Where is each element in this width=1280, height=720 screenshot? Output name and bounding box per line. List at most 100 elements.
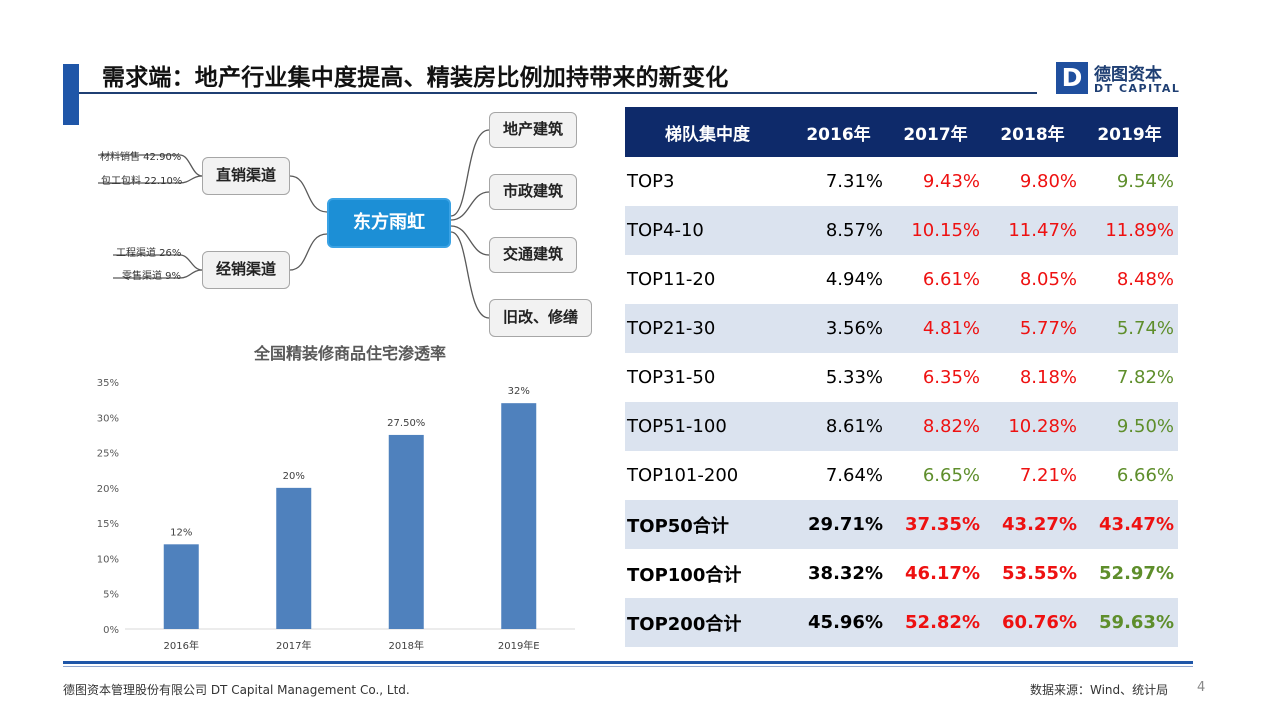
table-cell: 10.28% — [984, 402, 1081, 451]
table-row: TOP31-50 5.33% 6.35% 8.18% 7.82% — [625, 353, 1178, 402]
x-tick-label: 2017年 — [276, 639, 311, 652]
table-cell: 5.33% — [825, 367, 883, 388]
x-tick-label: 2016年 — [164, 639, 199, 652]
table-row: TOP4-10 8.57% 10.15% 11.47% 11.89% — [625, 206, 1178, 255]
table-header-cell: 2016年 — [790, 107, 887, 157]
table-cell: 53.55% — [1002, 563, 1077, 584]
table-cell: 6.35% — [922, 367, 980, 388]
data-label: 20% — [283, 471, 305, 482]
table-cell: 46.17% — [905, 563, 980, 584]
table-cell: 5.77% — [984, 304, 1081, 353]
table-cell: 8.82% — [887, 402, 984, 451]
table-row: TOP100合计 38.32% 46.17% 53.55% 52.97% — [625, 549, 1178, 598]
title-accent-bar — [63, 64, 79, 125]
mindmap: 东方雨虹 直销渠道 经销渠道 材料销售 42.90% 包工包料 22.10% 工… — [0, 0, 640, 340]
mindmap-node-municipal: 市政建筑 — [489, 174, 577, 210]
table-cell: 9.80% — [1019, 171, 1077, 192]
logo-en-text: DT CAPITAL — [1094, 82, 1181, 95]
mindmap-node-distribution: 经销渠道 — [202, 251, 290, 289]
logo-cn-text: 德图资本 — [1094, 65, 1162, 85]
table-header-cell: 梯队集中度 — [625, 107, 790, 157]
table-cell: 11.47% — [984, 206, 1081, 255]
table-row: TOP51-100 8.61% 8.82% 10.28% 9.50% — [625, 402, 1178, 451]
table-row-label: TOP11-20 — [627, 269, 716, 290]
bar — [388, 434, 424, 629]
table-cell: 37.35% — [887, 500, 984, 549]
data-label: 27.50% — [387, 418, 425, 429]
mindmap-node-label: 经销渠道 — [215, 260, 276, 278]
table-cell: 5.74% — [1081, 304, 1178, 353]
title-underline — [79, 92, 1037, 94]
table-cell: 9.50% — [1081, 402, 1178, 451]
company-logo: D 德图资本 DT CAPITAL — [1056, 60, 1186, 100]
y-tick-label: 20% — [97, 484, 119, 495]
mindmap-node-transport: 交通建筑 — [489, 237, 577, 273]
y-tick-label: 10% — [97, 554, 119, 565]
y-tick-label: 35% — [97, 378, 119, 389]
table-row: TOP21-30 3.56% 4.81% 5.77% 5.74% — [625, 304, 1178, 353]
table-cell: 43.27% — [984, 500, 1081, 549]
mindmap-node-label: 交通建筑 — [502, 245, 563, 263]
chart-title: 全国精装修商品住宅渗透率 — [253, 344, 446, 363]
mindmap-leaf: 材料销售 42.90% — [100, 152, 182, 163]
y-tick-label: 0% — [103, 625, 119, 636]
table-cell: 29.71% — [790, 500, 887, 549]
mindmap-node-direct-sales: 直销渠道 — [202, 157, 290, 195]
footer-divider — [63, 661, 1193, 664]
footer-divider-thin — [63, 666, 1193, 667]
table-cell: 6.61% — [922, 269, 980, 290]
table-cell: 43.47% — [1081, 500, 1178, 549]
table-cell: 52.82% — [887, 598, 984, 647]
table-cell: 7.82% — [1116, 367, 1174, 388]
table-cell: 52.97% — [1099, 563, 1174, 584]
table-cell: 4.94% — [825, 269, 883, 290]
mindmap-leaf: 工程渠道 26% — [116, 248, 182, 259]
mindmap-node-label: 旧改、修缮 — [502, 308, 578, 326]
mindmap-node-renovation: 旧改、修缮 — [489, 299, 592, 337]
table-cell: 3.56% — [790, 304, 887, 353]
table-cell: 7.64% — [825, 465, 883, 486]
table-cell: 7.21% — [1019, 465, 1077, 486]
table-header-cell: 2017年 — [887, 107, 984, 157]
table-cell: 60.76% — [984, 598, 1081, 647]
table-cell: 9.54% — [1116, 171, 1174, 192]
table-header-cell: 2018年 — [984, 107, 1081, 157]
concentration-table: 梯队集中度 2016年 2017年 2018年 2019年 TOP3 7.31% 9… — [625, 107, 1178, 647]
table-row: TOP3 7.31% 9.43% 9.80% 9.54% — [625, 157, 1178, 206]
table-cell: 10.15% — [887, 206, 984, 255]
table-row: TOP50合计 29.71% 37.35% 43.27% 43.47% — [625, 500, 1178, 549]
table-cell: 8.48% — [1116, 269, 1174, 290]
page-number: 4 — [1197, 680, 1206, 695]
table-row-label: TOP200合计 — [625, 598, 790, 647]
table-row: TOP200合计 45.96% 52.82% 60.76% 59.63% — [625, 598, 1178, 647]
table-cell: 7.31% — [825, 171, 883, 192]
mindmap-node-label: 直销渠道 — [215, 166, 276, 184]
table-row-label: TOP4-10 — [625, 206, 790, 255]
table-row-label: TOP100合计 — [627, 564, 742, 586]
table-cell: 6.66% — [1116, 465, 1174, 486]
y-tick-label: 25% — [97, 449, 119, 460]
table-cell: 38.32% — [808, 563, 883, 584]
data-label: 12% — [170, 527, 192, 538]
table-cell: 6.65% — [922, 465, 980, 486]
bar — [163, 544, 199, 629]
table-row-label: TOP21-30 — [625, 304, 790, 353]
x-tick-label: 2018年 — [389, 639, 424, 652]
mindmap-connectors — [98, 129, 490, 319]
bar — [276, 487, 312, 629]
table-cell: 59.63% — [1081, 598, 1178, 647]
table-cell: 45.96% — [790, 598, 887, 647]
table-cell: 4.81% — [887, 304, 984, 353]
mindmap-node-label: 地产建筑 — [502, 120, 563, 138]
table-row-label: TOP50合计 — [625, 500, 790, 549]
mindmap-leaf: 零售渠道 9% — [122, 271, 182, 282]
footer-source: 数据来源：Wind、统计局 — [1030, 683, 1169, 697]
table-cell: 11.89% — [1081, 206, 1178, 255]
table-header-row: 梯队集中度 2016年 2017年 2018年 2019年 — [625, 107, 1178, 157]
table-row-label: TOP3 — [627, 171, 675, 192]
table-cell: 9.43% — [922, 171, 980, 192]
y-tick-label: 5% — [103, 590, 119, 601]
mindmap-center-node: 东方雨虹 — [327, 198, 451, 248]
footer-company: 德图资本管理股份有限公司 DT Capital Management Co., … — [63, 683, 410, 697]
table-row-label: TOP101-200 — [627, 465, 739, 486]
